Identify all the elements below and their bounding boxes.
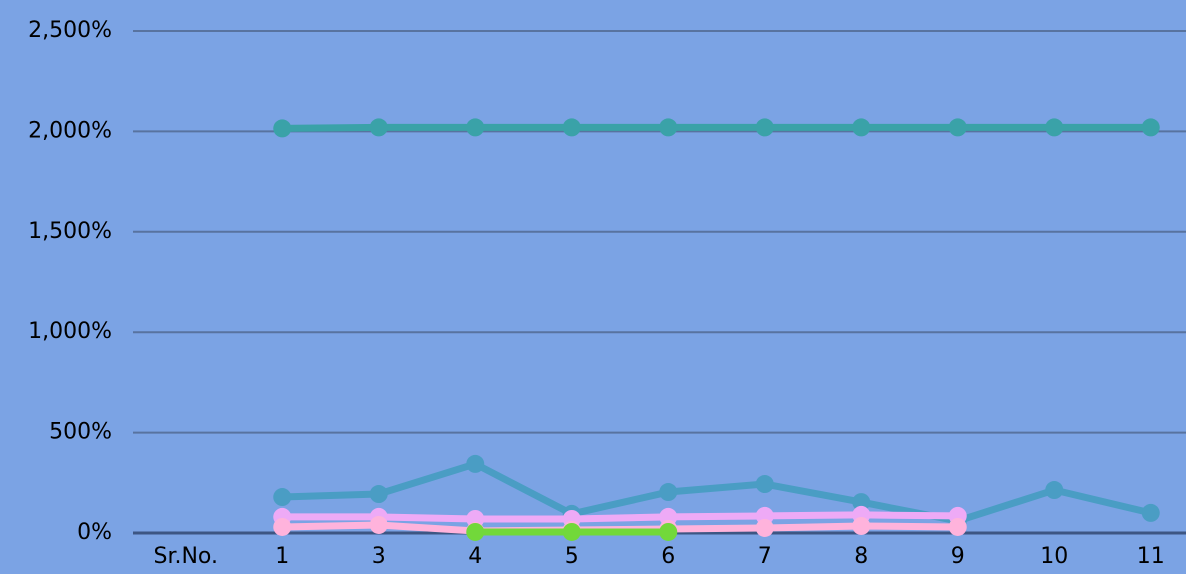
point (466, 454, 485, 473)
y-tick-label: 2,500% (28, 18, 112, 43)
point (659, 118, 678, 137)
x-tick-label: 11 (1137, 544, 1165, 569)
point (755, 518, 774, 537)
series-line (278, 511, 962, 523)
y-tick-label: 0% (77, 520, 112, 545)
x-tick-label: 9 (951, 544, 965, 569)
point (466, 522, 485, 541)
x-tick-label: 5 (565, 544, 579, 569)
point (755, 118, 774, 137)
y-tick-label: 500% (49, 420, 112, 445)
y-tick-label: 1,000% (28, 319, 112, 344)
x-tick-label: 8 (854, 544, 868, 569)
series-line (278, 123, 1155, 132)
point (273, 488, 292, 507)
point (369, 118, 388, 137)
point (466, 118, 485, 137)
point (659, 483, 678, 502)
point (1141, 503, 1160, 522)
point (852, 516, 871, 535)
x-tick-label: 4 (468, 544, 482, 569)
point (659, 522, 678, 541)
point (1045, 118, 1064, 137)
point (948, 517, 967, 536)
point (562, 522, 581, 541)
x-tick-label: 3 (372, 544, 386, 569)
point (755, 475, 774, 494)
point (369, 515, 388, 534)
point (273, 119, 292, 138)
y-tick-label: 1,500% (28, 219, 112, 244)
x-tick-label: 6 (661, 544, 675, 569)
point (273, 517, 292, 536)
point (1141, 118, 1160, 137)
x-tick-label: 10 (1040, 544, 1068, 569)
point (948, 118, 967, 137)
point (369, 485, 388, 504)
point (852, 493, 871, 512)
series-line (278, 460, 1155, 525)
x-tick-label: Sr.No. (153, 544, 218, 569)
point (562, 118, 581, 137)
y-tick-label: 2,000% (28, 118, 112, 143)
point (1045, 481, 1064, 500)
point (852, 118, 871, 137)
x-tick-label: 1 (275, 544, 289, 569)
x-tick-label: 7 (758, 544, 772, 569)
